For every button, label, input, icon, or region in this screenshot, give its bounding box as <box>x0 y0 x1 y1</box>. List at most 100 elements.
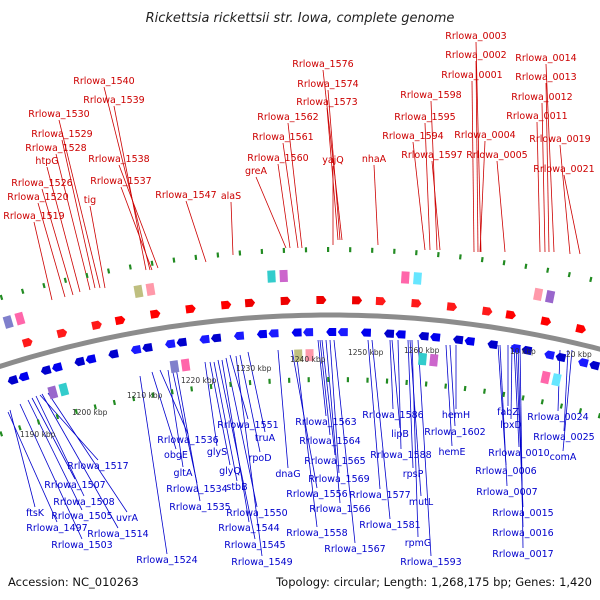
top-leader-line <box>326 107 339 241</box>
bottom-gene-label: obgE <box>164 450 188 461</box>
forward-gene-arrow <box>316 295 327 305</box>
bottom-leader-line <box>519 344 524 549</box>
outer-tick-dot <box>458 254 462 260</box>
top-gene-label: Rrlowa_1537 <box>90 176 151 187</box>
top-leader-line <box>431 160 441 251</box>
forward-gene-box <box>14 311 26 326</box>
bottom-leader-line <box>247 351 266 433</box>
bottom-leader-line <box>239 354 261 453</box>
bottom-gene-label: Rrlowa_1544 <box>218 523 279 534</box>
outer-tick-dot <box>371 247 374 253</box>
bottom-gene-label: Rrlowa_1577 <box>349 490 410 501</box>
bottom-gene-label: Rrlowa_0016 <box>492 528 553 539</box>
top-gene-label: Rrlowa_1594 <box>382 131 443 142</box>
inner-tick-dot <box>132 395 136 402</box>
bottom-gene-label: Rrlowa_1569 <box>308 474 369 485</box>
top-leader-line <box>230 201 234 256</box>
bottom-gene-label: Rrlowa_1514 <box>87 529 148 540</box>
reverse-gene-box <box>58 382 70 397</box>
forward-gene-box <box>400 271 410 284</box>
reverse-gene-box <box>169 360 180 374</box>
bottom-gene-label: Rrlowa_1534 <box>166 484 227 495</box>
top-leader-line <box>103 86 151 271</box>
bottom-leader-line <box>209 361 231 466</box>
top-leader-line <box>46 166 81 293</box>
top-gene-label: Rrlowa_1538 <box>88 154 149 165</box>
forward-gene-box <box>133 284 144 298</box>
inner-tick-dot <box>366 377 369 383</box>
top-leader-line <box>185 200 207 263</box>
inner-tick-dot <box>190 386 194 392</box>
inner-tick-dot <box>540 399 544 405</box>
outer-tick-dot <box>546 267 550 273</box>
forward-gene-arrow <box>481 306 493 316</box>
bottom-gene-label: Rrlowa_1497 <box>26 523 87 534</box>
top-gene-label: Rrlowa_0002 <box>445 50 506 61</box>
genome-summary-text: Topology: circular; Length: 1,268,175 bp… <box>275 575 592 589</box>
top-leader-line <box>287 122 303 249</box>
bottom-leader-line <box>204 361 218 447</box>
inner-tick-dot <box>0 431 4 437</box>
inner-tick-dot <box>268 378 271 384</box>
bottom-leader-line <box>213 361 238 482</box>
bottom-gene-label: hemH <box>442 410 470 421</box>
top-gene-label: Rrlowa_1598 <box>400 90 461 101</box>
outer-tick-dot <box>393 248 396 254</box>
bottom-leader-line <box>235 355 263 557</box>
forward-gene-box <box>533 287 544 302</box>
forward-gene-box <box>545 290 556 304</box>
reverse-gene-arrow <box>268 329 279 338</box>
bottom-leader-line <box>510 344 513 420</box>
bottom-gene-label: Rrlowa_1536 <box>157 435 218 446</box>
forward-gene-arrow <box>149 309 161 319</box>
bottom-gene-label: Rrlowa_1535 <box>169 502 230 513</box>
outer-tick-dot <box>589 276 593 283</box>
outer-tick-dot <box>349 247 352 253</box>
top-gene-label: tig <box>84 195 96 206</box>
bottom-leader-line <box>229 354 249 420</box>
top-leader-line <box>33 221 53 301</box>
bottom-leader-line <box>321 339 336 456</box>
bottom-leader-line <box>367 339 381 490</box>
bottom-gene-label: Rrlowa_0017 <box>492 549 553 560</box>
top-gene-label: Rrlowa_1520 <box>7 192 68 203</box>
reverse-gene-arrow <box>233 331 245 341</box>
kbp-tick-label: 1260 kbp <box>404 346 440 355</box>
reverse-gene-arrow <box>199 334 210 344</box>
bottom-gene-label: Rrlowa_1566 <box>309 504 370 515</box>
outer-tick-dot <box>42 282 46 289</box>
bottom-leader-line <box>47 392 128 513</box>
inner-tick-dot <box>559 403 564 409</box>
reverse-gene-arrow <box>74 356 86 367</box>
top-leader-line <box>58 119 101 289</box>
inner-tick-dot <box>248 380 252 386</box>
leader-lines <box>7 41 581 557</box>
tick-labels: 1190 kbp 1200 kbp 1210 kbp 1220 kbp 1230 kbp… <box>20 346 592 439</box>
bottom-leader-line <box>411 339 419 538</box>
top-leader-line <box>559 144 571 255</box>
reverse-gene-arrow <box>40 365 52 375</box>
reverse-gene-arrow <box>464 336 475 346</box>
outer-tick-dot <box>260 248 264 255</box>
backbone-arc <box>0 312 600 370</box>
bottom-gene-label: stbB <box>226 482 247 493</box>
inner-tick-dot <box>483 388 486 394</box>
top-leader-line <box>536 121 541 253</box>
bottom-leader-line <box>333 339 356 544</box>
bottom-gene-label: lpxD <box>500 420 522 431</box>
bottom-gene-label: fabZ <box>497 407 519 418</box>
bottom-leader-line <box>329 339 340 474</box>
outer-tick-dot <box>20 288 25 294</box>
forward-gene-arrow <box>185 304 196 314</box>
top-leader-line <box>545 63 555 253</box>
bottom-leader-line <box>407 339 414 469</box>
reverse-gene-box <box>294 349 303 362</box>
tick-dots <box>0 246 600 437</box>
bottom-leader-line <box>31 397 76 480</box>
forward-gene-arrow <box>446 302 458 312</box>
bottom-leader-line <box>562 349 573 452</box>
top-leader-line <box>41 188 74 296</box>
outer-tick-dot <box>238 250 242 256</box>
top-leader-line <box>322 69 343 241</box>
